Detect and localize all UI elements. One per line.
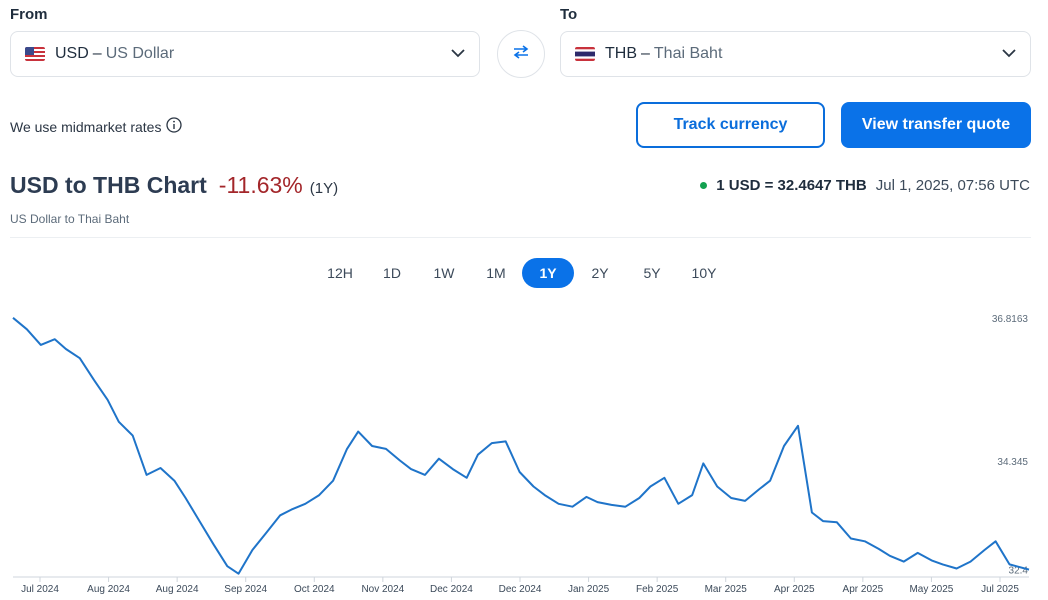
y-tick-label: 32.4 <box>1009 565 1029 576</box>
percent-change: -11.63% <box>218 172 303 198</box>
tab-1y[interactable]: 1Y <box>522 258 574 288</box>
chevron-down-icon <box>1002 45 1016 63</box>
chart-subtitle: US Dollar to Thai Baht <box>10 212 130 226</box>
x-tick-label: Aug 2024 <box>156 584 199 595</box>
period-tabs: 12H 1D 1W 1M 1Y 2Y 5Y 10Y <box>314 258 730 288</box>
series-line <box>12 317 1030 575</box>
x-tick-label: Jan 2025 <box>568 584 610 595</box>
chevron-down-icon <box>451 45 465 63</box>
x-tick-label: Dec 2024 <box>430 584 473 595</box>
us-flag-icon <box>25 47 45 61</box>
chart-title: USD to THB Chart <box>10 172 207 198</box>
current-rate: 1 USD = 32.4647 THB <box>716 177 867 194</box>
from-currency-name: US Dollar <box>105 45 175 62</box>
tab-12h[interactable]: 12H <box>327 265 353 281</box>
tab-5y[interactable]: 5Y <box>643 265 661 281</box>
x-tick-label: Mar 2025 <box>705 584 748 595</box>
to-currency-code: THB <box>605 45 637 62</box>
x-tick-label: Dec 2024 <box>499 584 542 595</box>
swap-arrows-icon <box>512 44 530 64</box>
from-dash: – <box>92 45 102 62</box>
midmarket-note: We use midmarket rates <box>10 118 162 135</box>
x-tick-label: Sep 2024 <box>224 584 267 595</box>
x-tick-label: Apr 2025 <box>774 584 815 595</box>
tab-2y[interactable]: 2Y <box>591 265 609 281</box>
thai-flag-icon <box>575 47 595 61</box>
x-tick-label: May 2025 <box>909 584 953 595</box>
swap-currencies-button[interactable] <box>497 30 545 78</box>
divider <box>10 237 1031 238</box>
x-tick-label: Jul 2025 <box>981 584 1019 595</box>
y-tick-label: 36.8163 <box>992 314 1029 325</box>
x-tick-label: Jul 2024 <box>21 584 59 595</box>
x-tick-label: Feb 2025 <box>636 584 679 595</box>
from-label: From <box>10 6 48 23</box>
rate-chart: 36.8163 34.345 32.4 Jul 2024 Aug 2024 Aug 202… <box>12 314 1030 595</box>
to-currency-select[interactable]: THB – Thai Baht <box>560 31 1031 77</box>
y-tick-label: 34.345 <box>997 457 1028 468</box>
x-tick-label: Aug 2024 <box>87 584 130 595</box>
info-icon[interactable] <box>166 117 183 136</box>
rate-timestamp: Jul 1, 2025, 07:56 UTC <box>875 177 1030 194</box>
from-currency-select[interactable]: USD – US Dollar <box>10 31 480 77</box>
view-transfer-quote-button[interactable]: View transfer quote <box>841 102 1031 148</box>
tab-1m[interactable]: 1M <box>486 265 506 281</box>
to-dash: – <box>641 45 650 62</box>
x-tick-label: Apr 2025 <box>843 584 884 595</box>
tab-10y[interactable]: 10Y <box>691 265 717 281</box>
change-period: (1Y) <box>309 180 339 197</box>
to-currency-name: Thai Baht <box>653 45 723 62</box>
x-tick-label: Oct 2024 <box>294 584 335 595</box>
x-tick-label: Nov 2024 <box>361 584 404 595</box>
tab-1w[interactable]: 1W <box>433 265 455 281</box>
to-label: To <box>560 6 578 23</box>
tab-1d[interactable]: 1D <box>383 265 401 281</box>
track-currency-button[interactable]: Track currency <box>636 102 825 148</box>
from-currency-code: USD <box>55 45 89 62</box>
live-status-dot <box>700 182 708 189</box>
